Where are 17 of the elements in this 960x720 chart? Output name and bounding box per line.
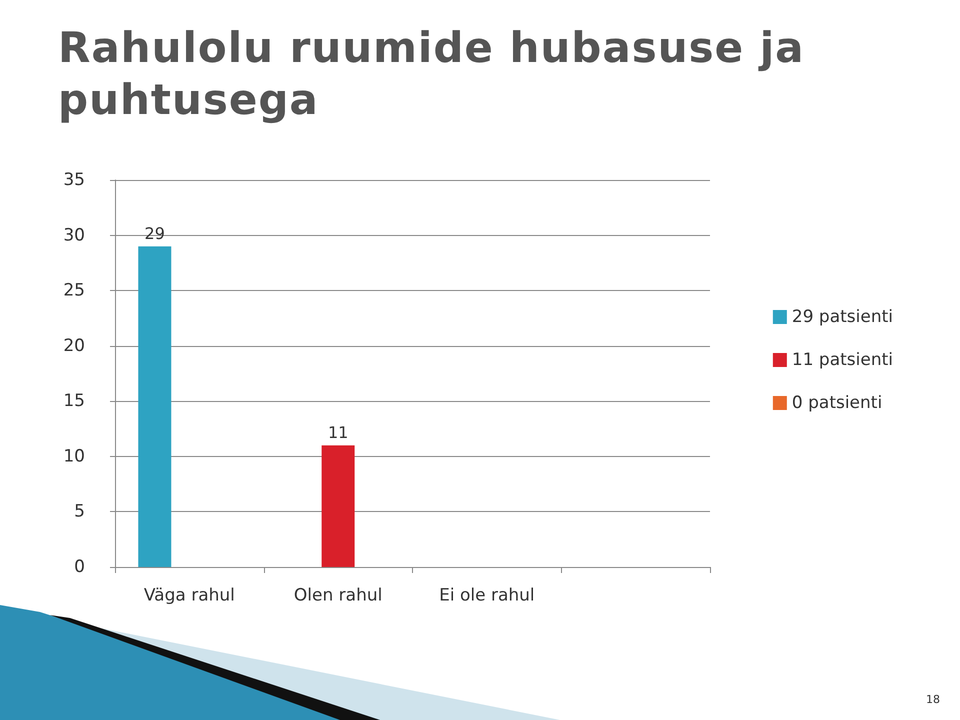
x-tick-label: Olen rahul xyxy=(294,586,382,606)
data-label: 11 xyxy=(328,422,348,442)
y-tick-label: 25 xyxy=(63,280,85,301)
y-tick-label: 10 xyxy=(63,446,85,466)
text: 18 xyxy=(926,693,940,706)
x-tick-label: Ei ole rahul xyxy=(439,586,535,606)
legend-label: 29 patsienti xyxy=(792,307,894,327)
chart-title: Rahulolu ruumide hubasuse ja puhtusega xyxy=(58,22,806,126)
y-tick-label: 15 xyxy=(63,391,85,412)
legend-label: 0 patsienti xyxy=(792,393,882,413)
y-tick-label: 30 xyxy=(63,225,85,246)
x-tick-label: Väga rahul xyxy=(144,586,235,606)
y-tick-label: 35 xyxy=(63,170,85,190)
legend-label: 11 patsienti xyxy=(792,350,894,370)
y-tick-label: 20 xyxy=(63,336,85,356)
y-tick-label: 5 xyxy=(74,502,85,522)
y-tick-label: 0 xyxy=(74,557,85,577)
